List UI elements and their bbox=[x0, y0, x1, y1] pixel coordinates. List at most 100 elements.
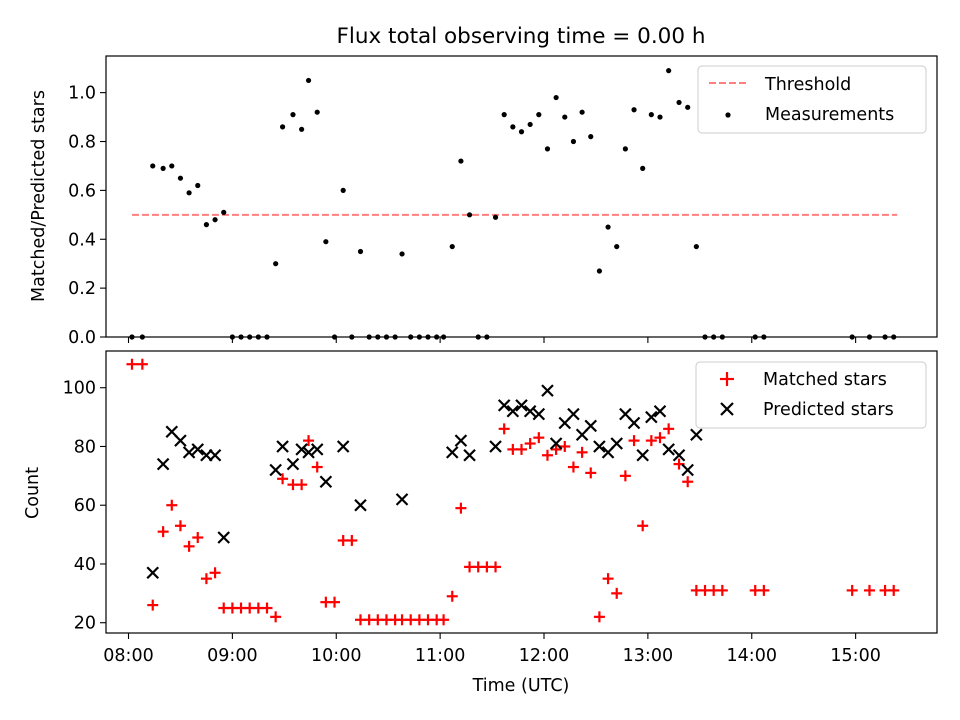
top-y-tick-label: 0.2 bbox=[68, 279, 96, 299]
measurement-point bbox=[466, 212, 473, 218]
legend-matched-swatch bbox=[720, 372, 734, 386]
measurement-point bbox=[212, 217, 218, 223]
matched-star-point bbox=[490, 561, 502, 573]
measurement-point bbox=[648, 112, 654, 118]
predicted-star-point bbox=[610, 437, 623, 450]
predicted-star-point bbox=[156, 457, 170, 471]
bottom-y-tick-label: 60 bbox=[74, 496, 96, 516]
measurement-point bbox=[631, 107, 637, 113]
predicted-star-point bbox=[532, 407, 546, 421]
matched-star-point bbox=[550, 443, 562, 455]
measurement-point bbox=[150, 163, 156, 169]
predicted-star-point bbox=[276, 440, 289, 453]
measurement-point bbox=[314, 109, 320, 115]
matched-star-point bbox=[716, 584, 728, 596]
matched-star-point bbox=[602, 573, 614, 585]
measurement-point bbox=[596, 268, 603, 274]
top-y-tick-label: 0.8 bbox=[68, 133, 96, 153]
matched-star-point bbox=[654, 432, 666, 444]
matched-star-point bbox=[261, 602, 273, 614]
matched-star-point bbox=[533, 432, 545, 444]
matched-star-point bbox=[303, 435, 315, 447]
bottom-y-tick-label: 100 bbox=[63, 379, 96, 399]
bottom-x-tick-label: 09:00 bbox=[207, 646, 257, 666]
legend-measurements-label: Measurements bbox=[765, 105, 894, 125]
matched-star-point bbox=[455, 502, 467, 514]
predicted-star-point bbox=[208, 449, 222, 462]
matched-star-point bbox=[682, 476, 694, 488]
bottom-legend-box bbox=[695, 361, 927, 429]
top-y-tick-label: 1.0 bbox=[68, 84, 96, 104]
measurement-point bbox=[510, 124, 516, 130]
measurement-point bbox=[685, 104, 691, 110]
measurement-point bbox=[622, 146, 628, 152]
measurement-point bbox=[357, 248, 364, 255]
matched-star-point bbox=[758, 584, 770, 596]
matched-star-point bbox=[136, 358, 148, 370]
top-y-tick-label: 0.4 bbox=[68, 230, 96, 250]
predicted-star-point bbox=[497, 399, 511, 412]
bottom-x-tick-label: 14:00 bbox=[727, 646, 777, 666]
top-panel-axes: 0.0 0.2 0.4 0.6 0.8 1.0 bbox=[68, 84, 857, 348]
predicted-star-point bbox=[653, 404, 667, 418]
top-panel-flux-ratio: 0.0 0.2 0.4 0.6 0.8 1.0 Matched/Predicted sta… bbox=[29, 55, 938, 348]
predicted-star-point bbox=[506, 404, 520, 418]
bottom-legend: Matched stars Predicted stars bbox=[695, 361, 927, 429]
matched-star-point bbox=[863, 584, 875, 596]
x-axis-label: Time (UTC) bbox=[472, 676, 570, 696]
predicted-star-point bbox=[463, 449, 476, 462]
measurement-point bbox=[588, 134, 594, 140]
matched-star-point bbox=[270, 611, 282, 623]
matched-star-point bbox=[541, 449, 553, 461]
measurement-point bbox=[666, 68, 672, 74]
matched-star-point bbox=[576, 446, 588, 458]
bottom-panel-counts: 08:00 09:00 10:00 11:00 12:00 13:00 14:00 15:00… bbox=[23, 350, 938, 696]
predicted-star-point bbox=[515, 399, 528, 412]
predicted-star-point bbox=[395, 493, 409, 506]
matched-star-point bbox=[192, 532, 204, 544]
legend-measurements-swatch bbox=[725, 112, 731, 118]
bottom-x-tick-label: 13:00 bbox=[623, 646, 673, 666]
bottom-x-tick-label: 08:00 bbox=[103, 646, 153, 666]
predicted-star-point bbox=[354, 498, 367, 512]
measurement-point bbox=[501, 112, 507, 118]
measurement-point bbox=[492, 214, 499, 220]
bottom-y-tick-label: 40 bbox=[74, 555, 96, 575]
measurement-point bbox=[305, 77, 312, 84]
predicted-star-point bbox=[146, 566, 160, 580]
measurement-point bbox=[399, 251, 405, 257]
predicted-star-point bbox=[593, 440, 606, 453]
matched-star-point bbox=[628, 435, 640, 447]
measurement-point bbox=[614, 243, 620, 250]
matched-star-point bbox=[311, 461, 323, 473]
measurement-point bbox=[160, 165, 166, 171]
matched-star-point bbox=[446, 590, 458, 602]
measurement-point bbox=[657, 114, 663, 120]
matched-star-point bbox=[157, 526, 169, 538]
measurement-point bbox=[693, 243, 699, 250]
measurement-point bbox=[299, 126, 305, 132]
bottom-x-tick-label: 11:00 bbox=[415, 646, 465, 666]
measurement-point bbox=[458, 158, 464, 164]
predicted-star-point bbox=[336, 440, 350, 453]
predicted-star-point bbox=[217, 531, 231, 544]
matched-star-point bbox=[559, 440, 571, 452]
measurement-point bbox=[640, 165, 646, 171]
predicted-star-point bbox=[549, 437, 563, 450]
matched-star-point bbox=[637, 520, 649, 532]
predicted-star-point bbox=[310, 443, 324, 456]
matched-star-point bbox=[147, 599, 159, 611]
predicted-star-point bbox=[302, 446, 315, 459]
bottom-y-tick-label: 80 bbox=[74, 437, 96, 457]
bottom-panel-marks bbox=[126, 358, 900, 626]
measurement-point bbox=[340, 187, 346, 193]
bottom-y-axis-label: Count bbox=[23, 467, 43, 519]
measurement-point bbox=[605, 224, 611, 230]
matched-star-point bbox=[209, 567, 221, 579]
predicted-star-point bbox=[445, 446, 459, 459]
measurement-point bbox=[570, 138, 577, 145]
legend-predicted-swatch bbox=[720, 402, 734, 416]
predicted-star-point bbox=[523, 404, 537, 418]
chart-title: Flux total observing time = 0.00 h bbox=[337, 24, 706, 49]
